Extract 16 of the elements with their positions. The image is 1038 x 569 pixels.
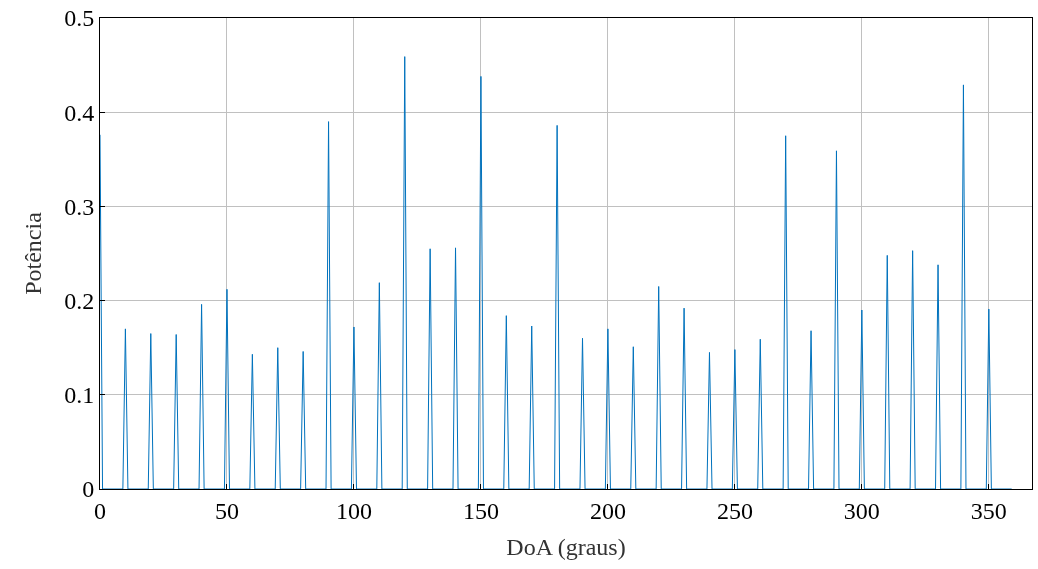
y-tick-label: 0 <box>82 476 95 503</box>
x-tick-label: 50 <box>214 497 239 524</box>
y-tick-label: 0.5 <box>64 5 95 32</box>
y-tick-label: 0.2 <box>64 288 95 314</box>
y-tick-label: 0.4 <box>64 99 95 126</box>
y-axis-title: Potência <box>20 211 47 295</box>
x-tick-label: 250 <box>716 497 753 524</box>
x-tick-label: 300 <box>843 497 880 524</box>
x-tick-label: 350 <box>970 497 1007 524</box>
x-axis-title: DoA (graus) <box>506 534 626 561</box>
line-series <box>100 56 1013 489</box>
y-tick-label: 0.1 <box>64 382 95 409</box>
x-tick-label: 150 <box>462 497 499 524</box>
y-tick-label: 0.3 <box>64 193 95 220</box>
x-tick-label: 200 <box>589 497 626 524</box>
x-tick-label: 100 <box>335 497 372 524</box>
